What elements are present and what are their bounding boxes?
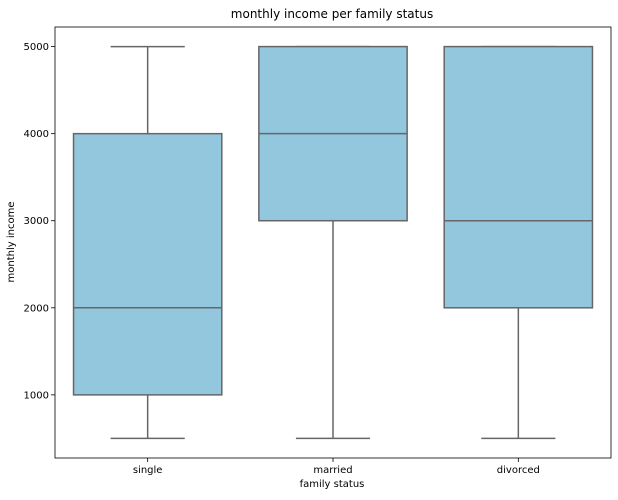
- y-tick-label: 4000: [24, 129, 49, 140]
- box-group-divorced: [443, 45, 594, 440]
- box-divorced: [443, 45, 594, 309]
- boxes-layer: [72, 45, 594, 440]
- x-axis-ticks: single married divorced: [133, 458, 540, 476]
- x-axis-label: family status: [300, 479, 365, 490]
- box-group-single: [72, 45, 223, 440]
- y-tick-label: 1000: [24, 390, 49, 401]
- y-axis-ticks: 1000 2000 3000 4000 5000: [24, 42, 55, 401]
- x-tick-label-married: married: [313, 465, 352, 476]
- box-group-married: [258, 45, 408, 440]
- y-axis-label: monthly income: [6, 202, 17, 283]
- y-tick-label: 3000: [24, 216, 49, 227]
- x-tick-label-single: single: [133, 465, 163, 476]
- x-tick-label-divorced: divorced: [497, 465, 540, 476]
- y-tick-label: 5000: [24, 42, 49, 53]
- chart-title: monthly income per family status: [231, 7, 433, 21]
- box-single: [72, 132, 223, 396]
- y-tick-label: 2000: [24, 303, 49, 314]
